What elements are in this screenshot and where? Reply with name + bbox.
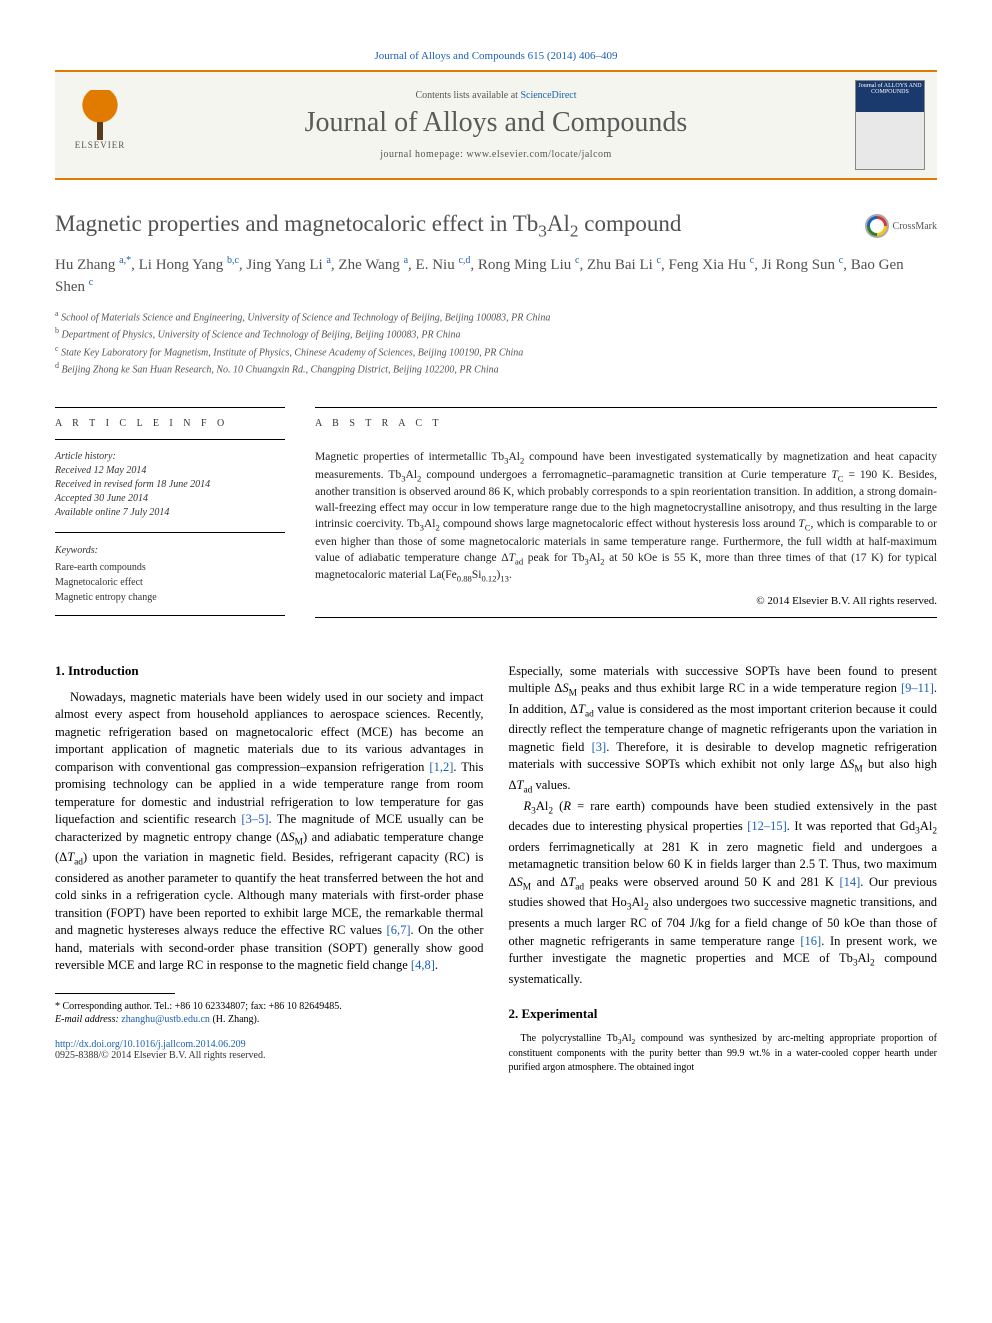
keyword-item: Magnetic entropy change	[55, 592, 157, 603]
authors-line: Hu Zhang a,*, Li Hong Yang b,c, Jing Yan…	[55, 254, 937, 298]
history-line: Received 12 May 2014	[55, 465, 146, 476]
affiliation-line: b Department of Physics, University of S…	[55, 325, 937, 342]
email-label: E-mail address:	[55, 1014, 121, 1025]
article-info-heading: A R T I C L E I N F O	[55, 418, 285, 429]
footnotes-block: * Corresponding author. Tel.: +86 10 623…	[55, 1000, 484, 1027]
email-author-suffix: (H. Zhang).	[212, 1014, 259, 1025]
affiliation-line: a School of Materials Science and Engine…	[55, 308, 937, 325]
footnote-separator	[55, 993, 175, 994]
affiliation-line: d Beijing Zhong ke San Huan Research, No…	[55, 360, 937, 377]
crossmark-label: CrossMark	[893, 221, 937, 232]
affiliations-block: a School of Materials Science and Engine…	[55, 308, 937, 377]
keywords-label: Keywords:	[55, 543, 285, 558]
journal-name: Journal of Alloys and Compounds	[145, 107, 847, 139]
crossmark-icon	[865, 214, 889, 238]
publisher-name: ELSEVIER	[75, 140, 126, 150]
history-line: Received in revised form 18 June 2014	[55, 479, 210, 490]
history-line: Available online 7 July 2014	[55, 507, 169, 518]
crossmark-badge[interactable]: CrossMark	[865, 214, 937, 238]
contents-prefix: Contents lists available at	[415, 90, 520, 101]
experimental-heading: 2. Experimental	[509, 1006, 938, 1022]
abstract-copyright: © 2014 Elsevier B.V. All rights reserved…	[315, 595, 937, 607]
corresponding-email-link[interactable]: zhanghu@ustb.edu.cn	[121, 1014, 210, 1025]
publisher-logo-block: ELSEVIER	[55, 80, 145, 170]
left-column: 1. Introduction Nowadays, magnetic mater…	[55, 663, 484, 1075]
sciencedirect-link[interactable]: ScienceDirect	[520, 90, 576, 101]
keywords-block: Keywords: Rare-earth compounds Magnetocal…	[55, 543, 285, 605]
right-column: Especially, some materials with successi…	[509, 663, 938, 1075]
experimental-paragraph: The polycrystalline Tb3Al2 compound was …	[509, 1032, 938, 1074]
history-label: Article history:	[55, 451, 116, 462]
top-citation: Journal of Alloys and Compounds 615 (201…	[55, 50, 937, 62]
journal-homepage: journal homepage: www.elsevier.com/locat…	[145, 149, 847, 160]
issn-copyright-line: 0925-8388/© 2014 Elsevier B.V. All right…	[55, 1050, 265, 1061]
article-info-block: A R T I C L E I N F O Article history: R…	[55, 397, 285, 627]
abstract-block: A B S T R A C T Magnetic properties of i…	[315, 397, 937, 627]
affiliation-line: c State Key Laboratory for Magnetism, In…	[55, 343, 937, 360]
doi-link[interactable]: http://dx.doi.org/10.1016/j.jallcom.2014…	[55, 1039, 246, 1050]
body-columns: 1. Introduction Nowadays, magnetic mater…	[55, 663, 937, 1075]
corresponding-author-note: * Corresponding author. Tel.: +86 10 623…	[55, 1000, 484, 1014]
history-line: Accepted 30 June 2014	[55, 493, 148, 504]
article-title: Magnetic properties and magnetocaloric e…	[55, 210, 845, 242]
journal-header: ELSEVIER Contents lists available at Sci…	[55, 70, 937, 180]
article-history: Article history: Received 12 May 2014 Rec…	[55, 450, 285, 520]
keyword-item: Rare-earth compounds	[55, 562, 146, 573]
intro-paragraph-left: Nowadays, magnetic materials have been w…	[55, 689, 484, 975]
contents-line: Contents lists available at ScienceDirec…	[145, 90, 847, 101]
journal-cover-thumbnail: Journal of ALLOYS AND COMPOUNDS	[855, 80, 925, 170]
abstract-body: Magnetic properties of intermetallic Tb3…	[315, 449, 937, 584]
keyword-item: Magnetocaloric effect	[55, 577, 143, 588]
intro-paragraph-right-1: Especially, some materials with successi…	[509, 663, 938, 798]
homepage-url[interactable]: www.elsevier.com/locate/jalcom	[466, 149, 611, 160]
elsevier-tree-icon	[75, 90, 125, 140]
abstract-heading: A B S T R A C T	[315, 418, 937, 429]
introduction-heading: 1. Introduction	[55, 663, 484, 679]
doi-block: http://dx.doi.org/10.1016/j.jallcom.2014…	[55, 1039, 484, 1061]
intro-paragraph-right-2: R3Al2 (R = rare earth) compounds have be…	[509, 798, 938, 989]
